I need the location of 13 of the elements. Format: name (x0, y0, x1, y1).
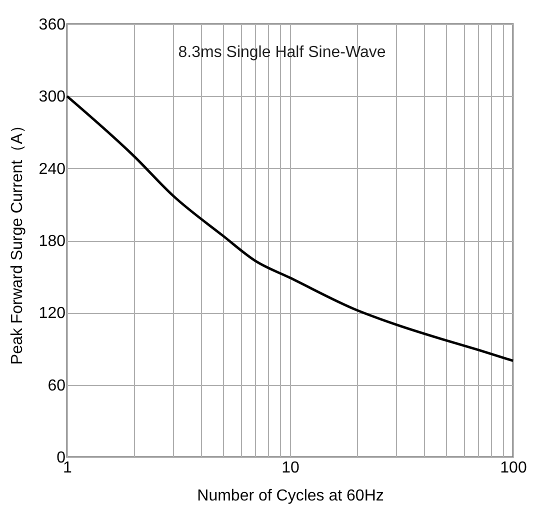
y-tick-label: 300 (38, 88, 66, 106)
y-tick-label: 60 (48, 377, 66, 394)
y-tick-label: 0 (56, 450, 66, 466)
annotation: 8.3ms Single Half Sine-Wave (178, 44, 386, 61)
y-tick-label: 240 (38, 160, 66, 178)
y-tick-label: 360 (38, 16, 66, 34)
x-tick-label: 10 (282, 460, 300, 476)
y-tick-label: 180 (38, 233, 66, 250)
x-tick-label: 100 (500, 460, 527, 476)
y-axis-title: Peak Forward Surge Current（A） (8, 117, 26, 365)
x-tick-label: 1 (63, 460, 72, 476)
y-tick-label: 120 (38, 305, 66, 322)
x-axis-title: Number of Cycles at 60Hz (197, 488, 384, 504)
